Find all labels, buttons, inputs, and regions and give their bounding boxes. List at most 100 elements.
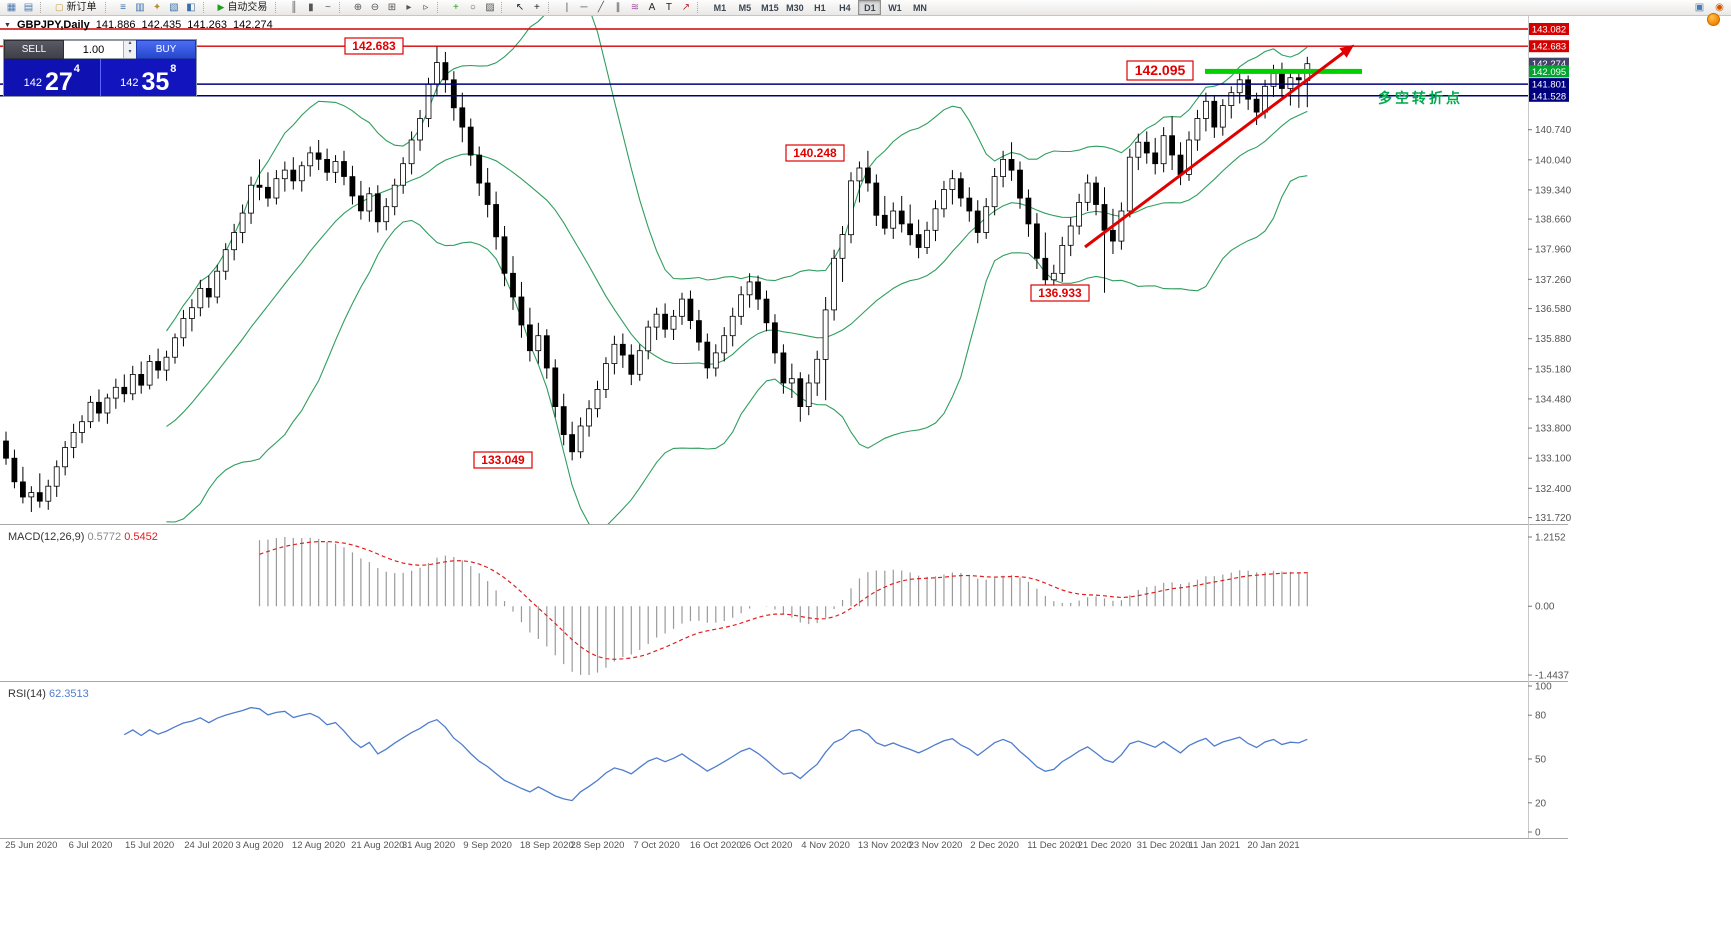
svg-text:138.660: 138.660 — [1535, 215, 1572, 226]
zoom-out-icon[interactable]: ⊖ — [370, 1, 380, 13]
templates-icon[interactable]: ▨ — [485, 1, 495, 13]
horizontal-line-icon[interactable]: ─ — [580, 1, 588, 13]
green-support-line[interactable] — [1205, 68, 1362, 74]
fibonacci-icon[interactable]: ≋ — [630, 1, 640, 13]
auto-scroll-icon[interactable]: ▸ — [406, 1, 412, 13]
zoom-in-icon[interactable]: ⊕ — [353, 1, 363, 13]
arrows-icon[interactable]: ↗ — [681, 1, 691, 13]
data-window-icon[interactable]: ▥ — [135, 1, 145, 13]
toolbar-separator — [104, 2, 112, 13]
buy-button[interactable]: BUY — [136, 40, 196, 59]
periods-icon[interactable]: ○ — [469, 1, 476, 13]
trendline-icon[interactable]: ╱ — [597, 1, 604, 13]
chart-shift-icon[interactable]: ▹ — [423, 1, 429, 13]
crosshair-icon[interactable]: + — [534, 1, 540, 13]
buy-price[interactable]: 142 35 8 — [100, 59, 196, 96]
svg-text:140.040: 140.040 — [1535, 155, 1572, 166]
text-icon[interactable]: A — [648, 1, 656, 13]
strategy-tester-icon[interactable]: ◧ — [186, 1, 196, 13]
svg-text:12 Aug 2020: 12 Aug 2020 — [292, 840, 345, 851]
svg-text:23 Nov 2020: 23 Nov 2020 — [909, 840, 963, 851]
sell-button[interactable]: SELL — [4, 40, 64, 59]
svg-text:143.082: 143.082 — [1532, 25, 1566, 36]
svg-text:21 Aug 2020: 21 Aug 2020 — [351, 840, 404, 851]
label-icon[interactable]: T — [665, 1, 672, 13]
price-axis[interactable]: 140.740 140.040 139.340 138.660 137.960 137.2… — [1528, 23, 1572, 524]
market-watch-icon[interactable]: ≡ — [120, 1, 126, 13]
timeframe-mn[interactable]: MN — [912, 2, 927, 13]
svg-text:142.095: 142.095 — [1135, 62, 1186, 78]
svg-text:140.740: 140.740 — [1535, 125, 1572, 136]
toolbar-separator — [202, 2, 210, 13]
date-axis[interactable]: 25 Jun 2020 6 Jul 2020 15 Jul 2020 24 Jul 2… — [5, 840, 1299, 851]
trade-panel-top-row: SELL ▴ ▾ BUY — [4, 40, 196, 59]
volume-down-icon[interactable]: ▾ — [128, 48, 132, 55]
vertical-line-icon[interactable]: | — [565, 1, 569, 13]
svg-text:11 Jan 2021: 11 Jan 2021 — [1189, 840, 1241, 851]
svg-text:142.274: 142.274 — [1532, 59, 1566, 70]
volume-input[interactable] — [64, 41, 123, 58]
svg-text:25 Jun 2020: 25 Jun 2020 — [5, 840, 57, 851]
horizontal-lines[interactable] — [0, 28, 1528, 97]
collapse-chart-icon[interactable]: ▼ — [4, 21, 11, 29]
svg-text:137.960: 137.960 — [1535, 245, 1572, 256]
notification-badge[interactable] — [1707, 13, 1720, 26]
timeframe-h1[interactable]: H1 — [814, 2, 826, 13]
new-chart-icon[interactable]: ▦ — [6, 1, 17, 13]
buy-price-pips: 35 — [141, 68, 170, 96]
chat-icon[interactable]: ▣ — [1694, 1, 1705, 13]
high-value: 142.435 — [141, 19, 182, 31]
timeframe-h4[interactable]: H4 — [839, 2, 851, 13]
svg-text:18 Sep 2020: 18 Sep 2020 — [520, 840, 574, 851]
low-value: 141.263 — [187, 19, 227, 31]
turning-point-note[interactable]: 多空转折点 — [1378, 90, 1463, 106]
toolbar-separator — [40, 2, 47, 13]
terminal-icon[interactable]: ▧ — [169, 1, 179, 13]
toolbar-separator — [339, 2, 346, 13]
candle-chart-icon[interactable]: ▮ — [308, 1, 314, 13]
add-indicator-icon[interactable]: + — [453, 1, 459, 13]
channel-icon[interactable]: ∥ — [615, 1, 621, 13]
new-order-button[interactable]: ▢ 新订单 — [50, 1, 102, 15]
volume-spinner: ▴ ▾ — [123, 40, 136, 58]
timeframe-m30[interactable]: M30 — [786, 2, 804, 13]
timeframe-w1[interactable]: W1 — [888, 2, 902, 13]
candles — [3, 46, 1311, 512]
svg-text:137.260: 137.260 — [1535, 275, 1572, 286]
toolbar-separator — [697, 2, 704, 13]
svg-text:136.933: 136.933 — [1038, 286, 1082, 300]
sell-price-point: 4 — [73, 63, 80, 75]
svg-text:142.683: 142.683 — [1532, 42, 1566, 53]
volume-up-icon[interactable]: ▴ — [128, 40, 132, 46]
svg-text:140.248: 140.248 — [793, 146, 837, 160]
timeframe-d1[interactable]: D1 — [858, 0, 882, 15]
autotrade-button-label: 自动交易 — [227, 1, 268, 13]
svg-text:26 Oct 2020: 26 Oct 2020 — [741, 840, 793, 851]
sell-price-whole: 142 — [23, 77, 42, 89]
timeframe-m1[interactable]: M1 — [713, 2, 727, 13]
tile-windows-icon[interactable]: ⊞ — [387, 1, 397, 13]
price-annotations[interactable]: 142.683 142.095 140.248 136.933 133.049 — [344, 37, 1194, 469]
profiles-icon[interactable]: ▤ — [23, 1, 34, 13]
svg-text:3 Aug 2020: 3 Aug 2020 — [235, 840, 283, 851]
cursor-icon[interactable]: ↖ — [515, 1, 525, 13]
new-order-button-icon: ▢ — [55, 2, 64, 12]
one-click-trade-panel: SELL ▴ ▾ BUY 142 27 4 142 35 8 — [4, 40, 196, 96]
panel-frame — [0, 16, 1568, 839]
svg-text:136.580: 136.580 — [1535, 304, 1572, 315]
sell-price[interactable]: 142 27 4 — [4, 59, 101, 96]
svg-text:-1.4437: -1.4437 — [1535, 671, 1569, 682]
timeframe-m15[interactable]: M15 — [761, 2, 779, 13]
toolbar-separator — [548, 2, 555, 13]
line-chart-icon[interactable]: ~ — [325, 1, 331, 13]
svg-text:4 Nov 2020: 4 Nov 2020 — [801, 840, 850, 851]
chart-title: GBPJPY,Daily — [16, 19, 90, 31]
autotrade-button[interactable]: ▶ 自动交易 — [213, 1, 273, 15]
community-icon[interactable]: ◉ — [1715, 1, 1724, 13]
navigator-icon[interactable]: ✦ — [152, 1, 162, 13]
timeframe-m5[interactable]: M5 — [738, 2, 752, 13]
trend-arrow[interactable] — [1084, 44, 1355, 249]
svg-text:133.800: 133.800 — [1535, 424, 1572, 435]
bar-chart-icon[interactable]: ║ — [290, 1, 298, 13]
